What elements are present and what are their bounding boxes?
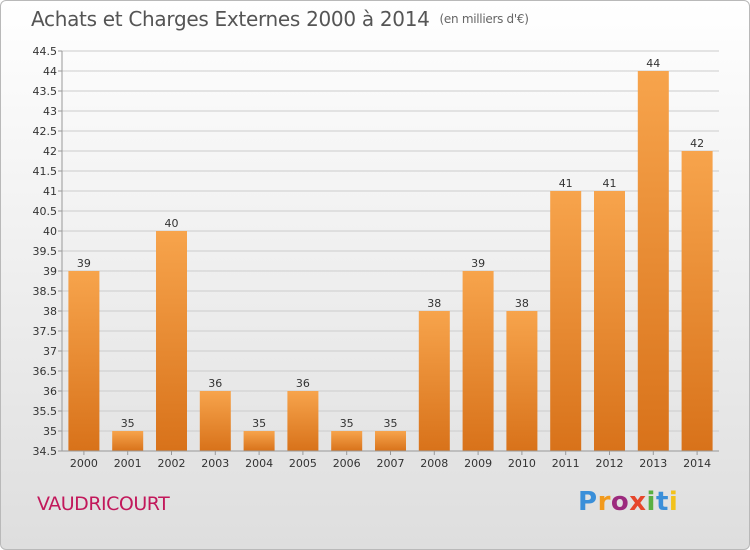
- y-tick-label: 39.5: [33, 245, 58, 258]
- bar-value-label: 35: [340, 417, 354, 430]
- x-tick-label: 2004: [245, 457, 273, 470]
- bar: [199, 391, 231, 451]
- y-tick-label: 38.5: [33, 285, 58, 298]
- x-tick-label: 2008: [420, 457, 448, 470]
- x-tick-label: 2001: [114, 457, 142, 470]
- logo-letter: P: [578, 487, 598, 517]
- chart-subtitle: (en milliers d'€): [439, 12, 529, 26]
- bar: [112, 431, 144, 451]
- y-tick-label: 43: [43, 105, 57, 118]
- y-tick-label: 36: [43, 385, 57, 398]
- bar-value-label: 42: [690, 137, 704, 150]
- bar: [550, 191, 582, 451]
- bar: [243, 431, 275, 451]
- logo-letter: i: [668, 487, 679, 517]
- bar: [156, 231, 187, 451]
- x-tick-label: 2011: [552, 457, 580, 470]
- place-name: VAUDRICOURT: [37, 493, 170, 515]
- bar-value-label: 38: [515, 297, 529, 310]
- bar-value-label: 35: [121, 417, 135, 430]
- y-tick-label: 42.5: [33, 125, 58, 138]
- bar-value-label: 41: [603, 177, 617, 190]
- bar-value-label: 35: [384, 417, 398, 430]
- y-tick-label: 41.5: [33, 165, 58, 178]
- bar-value-label: 36: [208, 377, 222, 390]
- y-tick-label: 41: [43, 185, 57, 198]
- proxiti-logo[interactable]: Proxiti: [578, 487, 678, 517]
- x-tick-label: 2005: [289, 457, 317, 470]
- x-tick-label: 2002: [158, 457, 186, 470]
- bar: [681, 151, 713, 451]
- y-tick-label: 39: [43, 265, 57, 278]
- bar: [506, 311, 538, 451]
- logo-letter: t: [655, 487, 669, 517]
- y-tick-label: 42: [43, 145, 57, 158]
- x-tick-label: 2012: [596, 457, 624, 470]
- y-tick-label: 37: [43, 345, 57, 358]
- x-axis: 2000 2001 2002 2003 2004 2005 2006 2007 2008 2009…: [62, 450, 719, 470]
- x-tick-label: 2009: [464, 457, 492, 470]
- bar: [418, 311, 450, 451]
- x-tick-label: 2000: [70, 457, 98, 470]
- bar-value-label: 41: [559, 177, 573, 190]
- x-tick-label: 2010: [508, 457, 536, 470]
- chart-title: Achats et Charges Externes 2000 à 2014 (e…: [31, 7, 529, 31]
- y-axis: 34.5 35 35.5 36 36.5 37 37.5 38 38.5 39 39.5 40 40.5…: [33, 45, 63, 458]
- y-tick-label: 35: [43, 425, 57, 438]
- bars: 39 35 40 36 35 36 35 35 38 39 38 41 41 44 42: [68, 57, 713, 451]
- bar-value-label: 38: [427, 297, 441, 310]
- bar: [594, 191, 625, 451]
- x-tick-label: 2006: [333, 457, 361, 470]
- bar-value-label: 35: [252, 417, 266, 430]
- y-tick-label: 44: [43, 65, 57, 78]
- y-tick-label: 40.5: [33, 205, 58, 218]
- y-tick-label: 35.5: [33, 405, 58, 418]
- bar: [375, 431, 406, 451]
- y-tick-label: 44.5: [33, 45, 58, 58]
- bar: [462, 271, 494, 451]
- bar-value-label: 39: [471, 257, 485, 270]
- x-tick-label: 2013: [639, 457, 667, 470]
- y-tick-label: 37.5: [33, 325, 58, 338]
- chart-title-text: Achats et Charges Externes 2000 à 2014: [31, 7, 430, 31]
- bar: [637, 71, 669, 451]
- logo-letter: r: [597, 487, 611, 517]
- logo-letter: o: [610, 487, 630, 517]
- bar: [68, 271, 100, 451]
- logo-letter: i: [646, 487, 656, 517]
- y-tick-label: 40: [43, 225, 57, 238]
- bar: [331, 431, 363, 451]
- bar-value-label: 39: [77, 257, 91, 270]
- bar: [287, 391, 319, 451]
- x-tick-label: 2007: [377, 457, 405, 470]
- y-tick-label: 43.5: [33, 85, 58, 98]
- y-tick-label: 34.5: [33, 445, 58, 458]
- y-tick-label: 38: [43, 305, 57, 318]
- bar-value-label: 44: [646, 57, 660, 70]
- x-tick-label: 2014: [683, 457, 711, 470]
- bar-value-label: 36: [296, 377, 310, 390]
- logo-letter: x: [629, 487, 647, 517]
- y-tick-label: 36.5: [33, 365, 58, 378]
- bar-value-label: 40: [165, 217, 179, 230]
- x-tick-label: 2003: [201, 457, 229, 470]
